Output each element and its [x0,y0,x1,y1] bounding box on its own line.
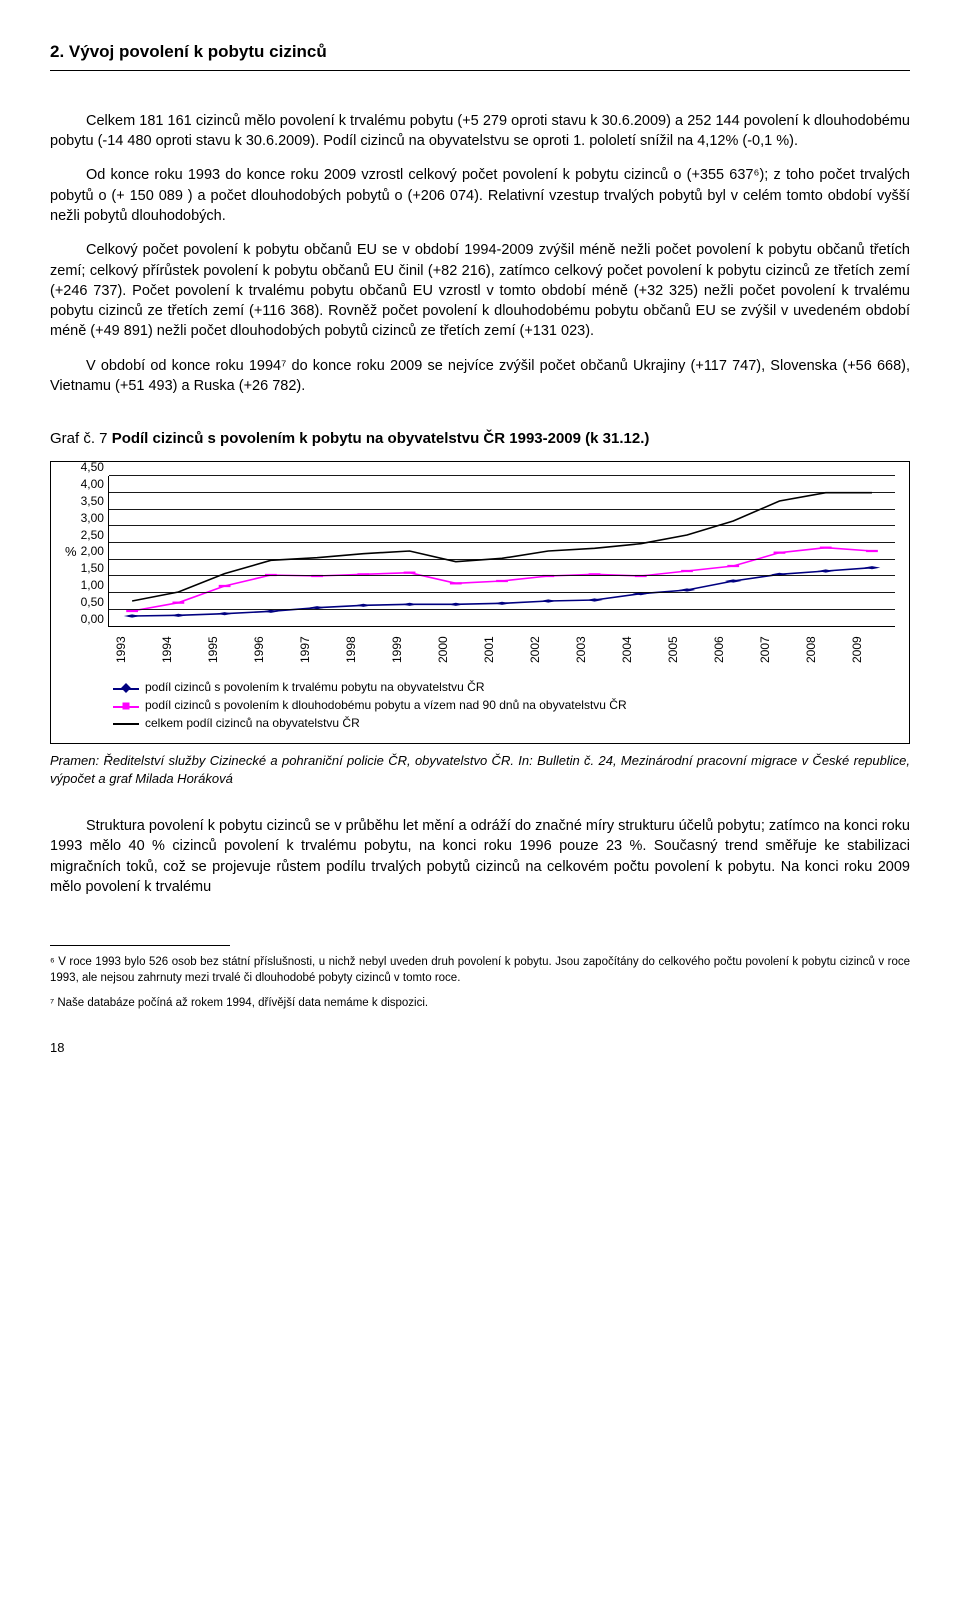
x-tick-label: 2005 [665,631,711,669]
legend-label: celkem podíl cizinců na obyvatelstvu ČR [145,715,360,732]
y-tick-label: 0,50 [81,594,104,611]
paragraph-1: Celkem 181 161 cizinců mělo povolení k t… [50,111,910,152]
legend-swatch [113,717,139,729]
x-tick-label: 1996 [251,631,297,669]
series-marker-trvaly [494,602,511,605]
paragraph-3: Celkový počet povolení k pobytu občanů E… [50,240,910,341]
x-tick-label: 1993 [113,631,159,669]
x-tick-label: 2007 [757,631,803,669]
y-axis-unit: % [65,543,81,561]
legend-item-dlouhodoby: podíl cizinců s povolením k dlouhodobému… [113,697,895,714]
footnote-6: ⁶ V roce 1993 bylo 526 osob bez státní p… [50,954,910,986]
series-marker-trvaly [540,600,557,603]
series-marker-trvaly [401,603,418,606]
y-tick-label: 4,00 [81,476,104,493]
grid-line [109,592,895,593]
chart-plot-area [108,476,895,627]
series-marker-trvaly [355,604,372,607]
chart-source: Pramen: Ředitelství služby Cizinecké a p… [50,752,910,788]
section-title: 2. Vývoj povolení k pobytu cizinců [50,40,910,71]
legend-item-celkem: celkem podíl cizinců na obyvatelstvu ČR [113,715,895,732]
x-tick-label: 1998 [343,631,389,669]
series-marker-dlouhodoby [681,570,693,572]
series-marker-dlouhodoby [126,610,138,612]
series-marker-trvaly [216,612,233,615]
legend-label: podíl cizinců s povolením k dlouhodobému… [145,697,627,714]
chart-container: % 0,000,501,001,502,002,503,003,504,004,… [50,461,910,743]
y-tick-label: 3,50 [81,493,104,510]
grid-line [109,575,895,576]
chart-title: Graf č. 7 Podíl cizinců s povolením k po… [50,428,910,449]
paragraph-2: Od konce roku 1993 do konce roku 2009 vz… [50,165,910,226]
x-tick-label: 2004 [619,631,665,669]
grid-line [109,475,895,476]
series-marker-dlouhodoby [172,602,184,604]
x-tick-label: 1995 [205,631,251,669]
series-marker-dlouhodoby [866,550,878,552]
y-axis-labels: 0,000,501,001,502,002,503,003,504,004,50 [81,476,108,627]
x-tick-label: 1994 [159,631,205,669]
x-tick-label: 2000 [435,631,481,669]
grid-line [109,542,895,543]
legend-label: podíl cizinců s povolením k trvalému pob… [145,679,485,696]
series-marker-dlouhodoby [496,580,508,582]
y-tick-label: 2,50 [81,527,104,544]
page-number: 18 [50,1039,910,1057]
chart-legend: podíl cizinců s povolením k trvalému pob… [113,679,895,731]
footnote-separator [50,945,230,946]
x-tick-label: 2006 [711,631,757,669]
series-marker-dlouhodoby [404,572,416,574]
y-tick-label: 4,50 [81,459,104,476]
x-tick-label: 2003 [573,631,619,669]
chart-title-bold: Podíl cizinců s povolením k pobytu na ob… [112,430,650,447]
y-tick-label: 1,50 [81,560,104,577]
series-marker-trvaly [447,603,464,606]
grid-line [109,492,895,493]
series-marker-dlouhodoby [727,565,739,567]
series-marker-trvaly [124,615,141,618]
x-tick-label: 2008 [803,631,849,669]
grid-line [109,559,895,560]
x-tick-label: 1997 [297,631,343,669]
y-tick-label: 2,00 [81,543,104,560]
y-tick-label: 3,00 [81,510,104,527]
series-line-dlouhodoby [132,548,872,611]
series-marker-dlouhodoby [820,547,832,549]
y-tick-label: 1,00 [81,577,104,594]
grid-line [109,525,895,526]
grid-line [109,609,895,610]
grid-line [109,509,895,510]
series-marker-dlouhodoby [774,552,786,554]
series-marker-dlouhodoby [219,585,231,587]
legend-swatch [113,682,139,694]
chart-title-prefix: Graf č. 7 [50,430,112,447]
legend-swatch [113,700,139,712]
x-axis-labels: 1993199419951996199719981999200020012002… [113,631,895,669]
footnote-7: ⁷ Naše databáze počíná až rokem 1994, dř… [50,995,910,1011]
series-marker-dlouhodoby [450,583,462,585]
x-tick-label: 1999 [389,631,435,669]
paragraph-4: V období od konce roku 1994⁷ do konce ro… [50,356,910,397]
paragraph-5: Struktura povolení k pobytu cizinců se v… [50,816,910,897]
y-tick-label: 0,00 [81,611,104,628]
x-tick-label: 2001 [481,631,527,669]
series-marker-trvaly [170,614,187,617]
x-tick-label: 2009 [849,631,895,669]
legend-item-trvaly: podíl cizinců s povolením k trvalému pob… [113,679,895,696]
x-tick-label: 2002 [527,631,573,669]
